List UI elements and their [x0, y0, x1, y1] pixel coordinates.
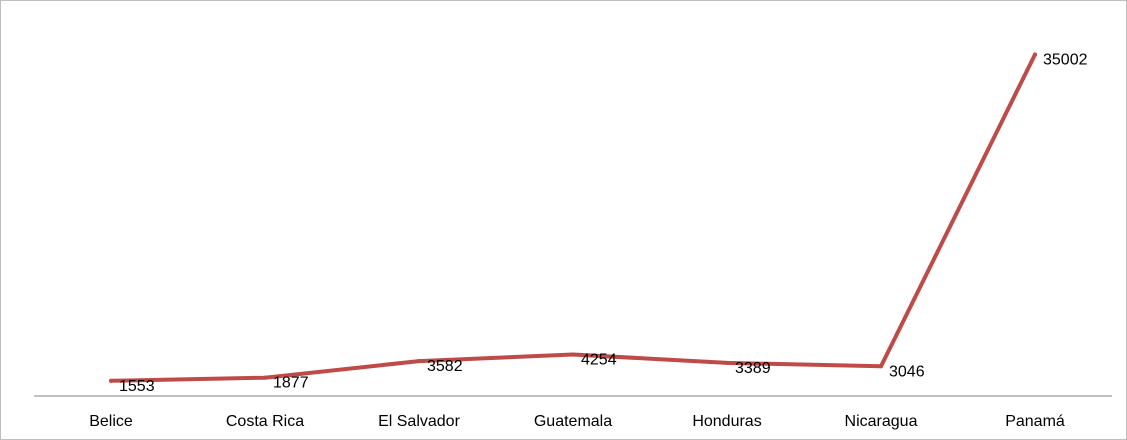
- x-tick-label: Belice: [89, 413, 133, 430]
- data-label-layer: 1553 1877 3582 4254 3389 3046 35002: [119, 51, 1088, 394]
- data-point: [1033, 52, 1037, 57]
- x-tick-label: Costa Rica: [226, 413, 304, 430]
- x-tick-label: Nicaragua: [845, 413, 918, 430]
- data-label: 3046: [889, 363, 925, 380]
- x-tick-label: Honduras: [692, 413, 761, 430]
- series-layer: [109, 52, 1037, 383]
- data-label: 35002: [1043, 51, 1088, 68]
- data-label: 1877: [273, 375, 309, 392]
- data-label: 3582: [427, 358, 463, 375]
- data-point: [725, 360, 729, 365]
- series-line-0: [109, 52, 1037, 383]
- data-label: 3389: [735, 360, 771, 377]
- data-point: [109, 378, 113, 383]
- x-tick-layer: Belice Costa Rica El Salvador Guatemala Hond…: [89, 413, 1065, 430]
- x-tick-label: Panamá: [1005, 413, 1065, 430]
- data-point: [263, 375, 267, 380]
- data-point: [571, 352, 575, 357]
- data-point: [879, 364, 883, 369]
- data-label: 1553: [119, 378, 155, 395]
- x-tick-label: El Salvador: [378, 413, 460, 430]
- x-tick-label: Guatemala: [534, 413, 612, 430]
- data-label: 4254: [581, 351, 617, 368]
- data-point: [417, 359, 421, 364]
